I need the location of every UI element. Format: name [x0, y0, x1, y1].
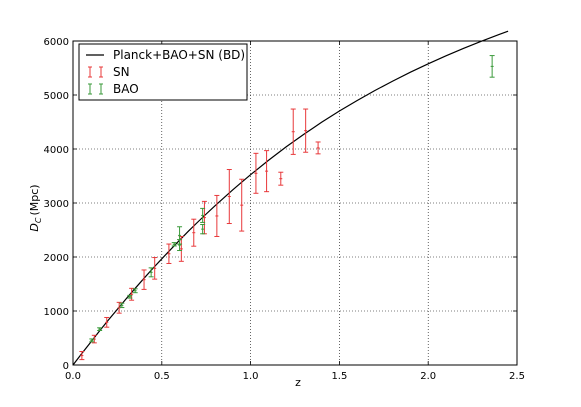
- y-tick-label: 4000: [44, 145, 69, 156]
- x-axis-label: z: [295, 376, 301, 389]
- sn-point: [315, 141, 321, 155]
- x-tick-label: 1.0: [243, 371, 259, 382]
- bao-point: [132, 288, 138, 294]
- bao-point: [119, 302, 125, 309]
- sn-point: [152, 257, 158, 280]
- sn-point: [191, 218, 197, 247]
- bao-point: [171, 242, 177, 247]
- x-tick-label: 2.0: [420, 371, 436, 382]
- bao-point: [200, 223, 206, 235]
- legend-label: SN: [113, 65, 130, 79]
- sn-point: [141, 269, 147, 290]
- bao-point: [148, 267, 154, 278]
- bao-point: [489, 55, 495, 78]
- sn-point: [290, 108, 296, 155]
- y-axis-label-subscript: C: [34, 217, 43, 223]
- sn-point: [226, 169, 232, 225]
- sn-point: [303, 108, 309, 153]
- bao-point: [89, 338, 95, 343]
- y-tick-label: 2000: [44, 253, 69, 264]
- y-axis-label-symbol: D: [28, 223, 41, 231]
- model-curve-layer: [72, 30, 509, 366]
- x-tick-label: 2.5: [509, 371, 525, 382]
- y-tick-label: 1000: [44, 307, 69, 318]
- y-tick-label: 0: [63, 361, 69, 372]
- bao-point: [97, 327, 103, 331]
- axis-ticks: 0.0 0.5 1.0 1.5 2.0 2.5 0 1000 2000 3000 4000 5000 6…: [44, 37, 525, 382]
- sn-point: [214, 194, 220, 237]
- y-tick-label: 6000: [44, 37, 69, 48]
- sn-point: [104, 316, 110, 328]
- x-tick-label: 1.5: [331, 371, 347, 382]
- y-tick-label: 3000: [44, 199, 69, 210]
- legend: Planck+BAO+SN (BD) SN BAO: [78, 43, 248, 101]
- sn-point: [264, 150, 270, 193]
- x-tick-label: 0.5: [154, 371, 170, 382]
- data-points-layer: [79, 55, 495, 361]
- bao-point: [177, 226, 183, 245]
- bao-point: [127, 294, 133, 299]
- legend-sn-swatch: [88, 66, 103, 78]
- legend-label: Planck+BAO+SN (BD): [113, 48, 245, 62]
- y-axis-label-unit: (Mpc): [28, 184, 41, 215]
- y-tick-label: 5000: [44, 91, 69, 102]
- legend-bao-swatch: [88, 83, 103, 95]
- bao-point: [200, 207, 206, 223]
- legend-label: BAO: [113, 82, 139, 96]
- sn-point: [79, 351, 85, 361]
- model-curve-line: [72, 30, 509, 366]
- sn-point: [278, 171, 284, 186]
- sn-point: [116, 301, 122, 314]
- sn-point: [166, 243, 172, 264]
- legend-box: [78, 43, 248, 101]
- sn-point: [239, 178, 245, 232]
- sn-point: [253, 152, 259, 194]
- x-tick-label: 0.0: [65, 371, 81, 382]
- y-axis-label: DC (Mpc): [28, 184, 43, 231]
